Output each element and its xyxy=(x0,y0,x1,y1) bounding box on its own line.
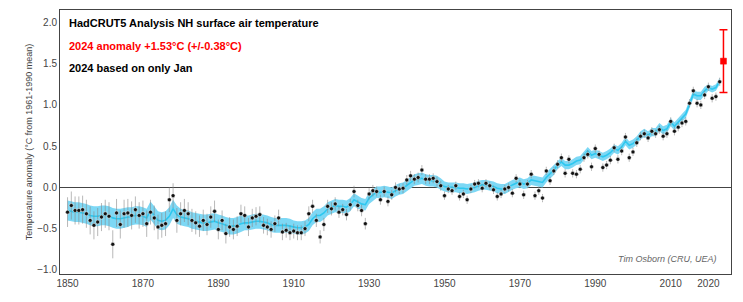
svg-text:Temperature anomaly (°C from 1: Temperature anomaly (°C from 1961-1990 m… xyxy=(24,44,34,241)
svg-text:2024 based on only Jan: 2024 based on only Jan xyxy=(69,62,193,74)
svg-text:2024 anomaly +1.53°C (+/-0.38°: 2024 anomaly +1.53°C (+/-0.38°C) xyxy=(69,40,242,52)
svg-text:1910: 1910 xyxy=(283,278,306,289)
svg-text:0.0: 0.0 xyxy=(43,182,57,193)
svg-text:Tim Osborn (CRU, UEA): Tim Osborn (CRU, UEA) xyxy=(618,254,716,264)
svg-text:1970: 1970 xyxy=(509,278,532,289)
svg-text:1850: 1850 xyxy=(56,278,79,289)
svg-text:−1.0: −1.0 xyxy=(37,264,57,275)
svg-text:0.5: 0.5 xyxy=(43,141,57,152)
svg-text:1.5: 1.5 xyxy=(43,58,57,69)
svg-text:1930: 1930 xyxy=(358,278,381,289)
svg-text:1890: 1890 xyxy=(207,278,230,289)
svg-text:1990: 1990 xyxy=(584,278,607,289)
svg-text:HadCRUT5 Analysis NH surface a: HadCRUT5 Analysis NH surface air tempera… xyxy=(69,17,319,29)
svg-text:2020: 2020 xyxy=(697,278,720,289)
svg-text:1950: 1950 xyxy=(433,278,456,289)
svg-text:2010: 2010 xyxy=(660,278,683,289)
svg-text:−0.5: −0.5 xyxy=(37,223,57,234)
svg-text:2.0: 2.0 xyxy=(43,17,57,28)
svg-text:1.0: 1.0 xyxy=(43,99,57,110)
svg-text:1870: 1870 xyxy=(132,278,155,289)
